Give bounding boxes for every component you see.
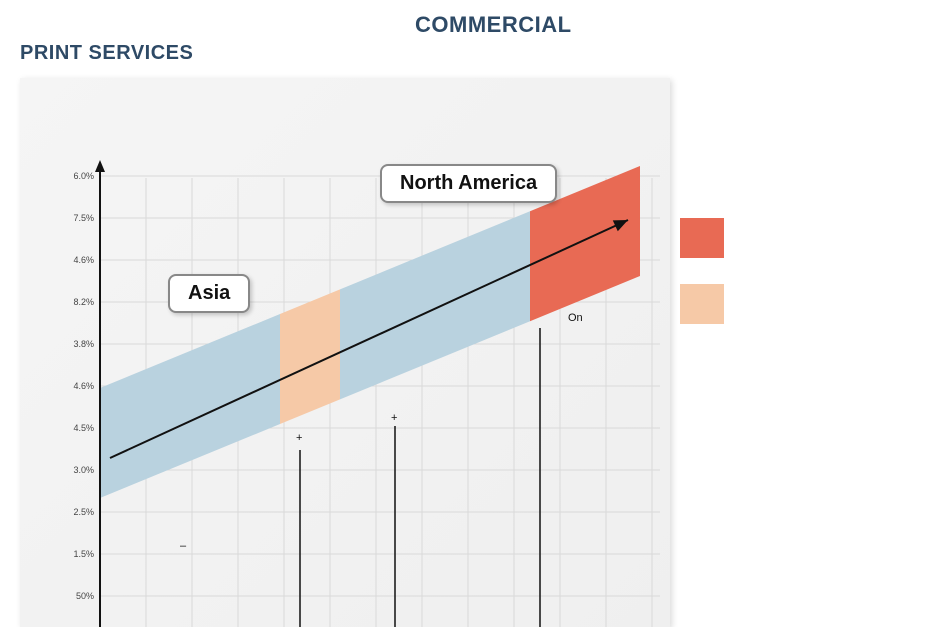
y-tick: 4.6% [60, 381, 94, 391]
stem-marker: On [568, 312, 583, 324]
y-tick: 8.2% [60, 297, 94, 307]
y-tick: 1.5% [60, 549, 94, 559]
low-marker: – [180, 540, 186, 552]
title-print-services: PRINT SERVICES [20, 42, 193, 65]
y-tick: 3.0% [60, 465, 94, 475]
band [100, 166, 640, 498]
label-asia: Asia [168, 274, 250, 313]
title-commercial: COMMERCIAL [415, 12, 572, 38]
legend-swatch-1 [680, 218, 724, 258]
y-tick: 2.5% [60, 507, 94, 517]
chart-panel: Asia North America 50% 1.5% 2.5% 3.0% 4.5% 4.… [20, 78, 670, 627]
label-north-america: North America [380, 164, 557, 203]
stem-marker: + [296, 432, 302, 444]
y-tick: 3.8% [60, 339, 94, 349]
legend-swatch-2 [680, 284, 724, 324]
y-tick: 7.5% [60, 213, 94, 223]
y-tick: 6.0% [60, 171, 94, 181]
arrow [110, 220, 628, 458]
y-tick: 50% [60, 591, 94, 601]
y-tick: 4.6% [60, 255, 94, 265]
page-root: { "titles":{ "main":"COMMERCIAL", "sub":… [0, 0, 940, 627]
chart-svg [20, 78, 670, 627]
stem-marker: + [391, 412, 397, 424]
y-tick: 4.5% [60, 423, 94, 433]
